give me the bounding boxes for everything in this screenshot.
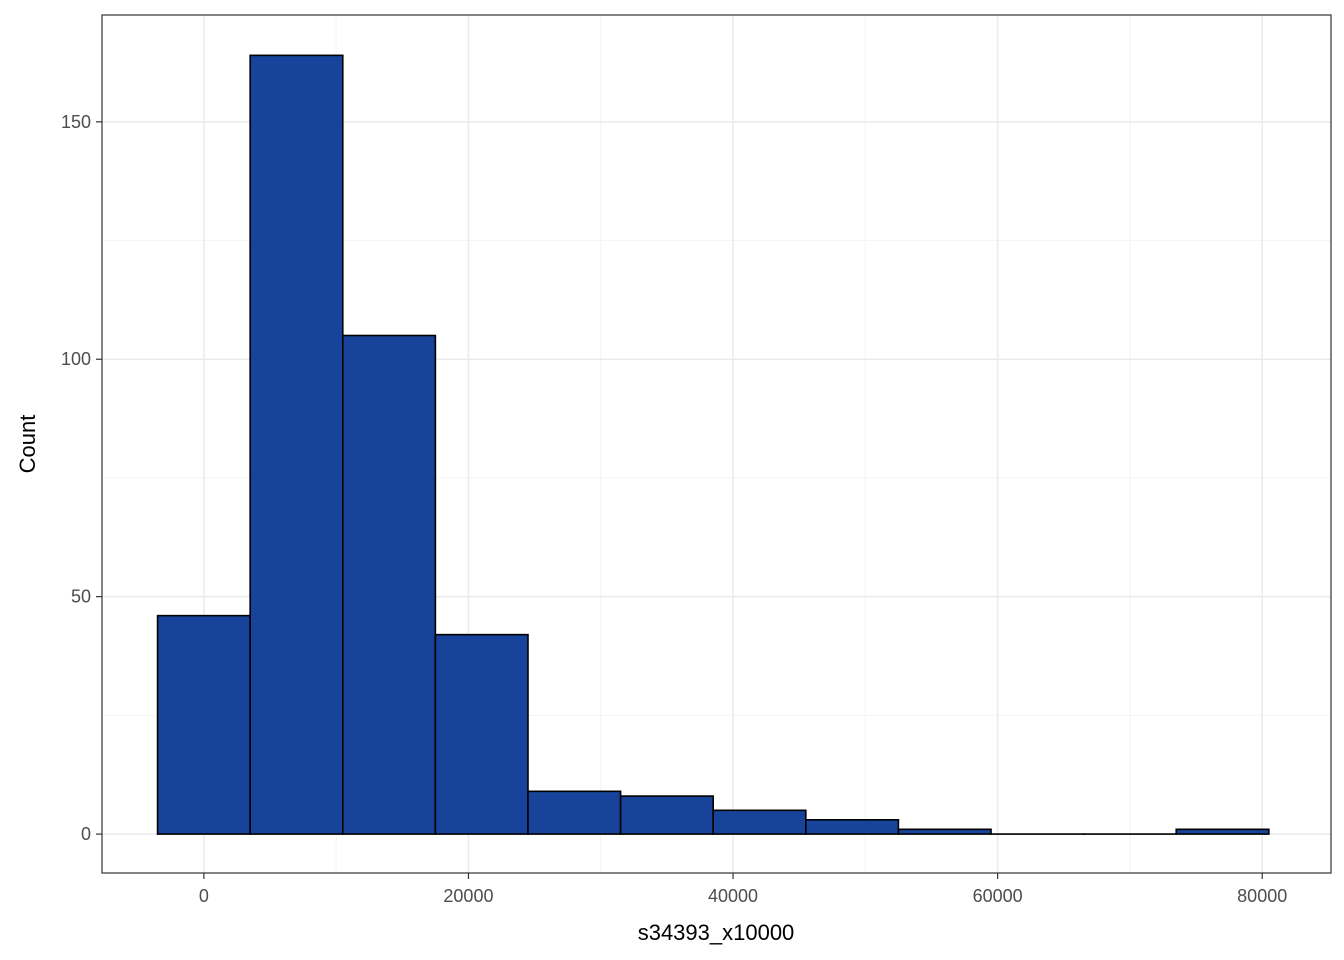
histogram-bar [434,633,529,835]
x-tick-label: 80000 [1237,886,1287,906]
histogram-bar [619,795,714,835]
histogram-bar [897,828,992,835]
y-tick-label: 100 [61,349,91,369]
x-tick-label: 40000 [708,886,758,906]
x-axis: 0 20000 40000 60000 80000 [199,873,1287,906]
histogram-bar [341,334,437,835]
histogram-bar [249,54,344,835]
histogram-bar [156,614,251,835]
histogram-bar [804,819,900,835]
histogram-bars [156,54,1270,835]
histogram-bar [527,790,622,835]
y-tick-label: 150 [61,112,91,132]
panel-border [101,14,1332,874]
y-axis: 0 50 100 150 [61,112,102,844]
y-tick-label: 0 [81,824,91,844]
y-axis-title: Count [15,415,40,474]
histogram-bar [1175,828,1270,835]
x-tick-label: 60000 [973,886,1023,906]
x-tick-label: 0 [199,886,209,906]
x-axis-title: s34393_x10000 [638,920,795,945]
histogram-bar [712,809,807,835]
x-tick-label: 20000 [443,886,493,906]
y-tick-label: 50 [71,587,91,607]
